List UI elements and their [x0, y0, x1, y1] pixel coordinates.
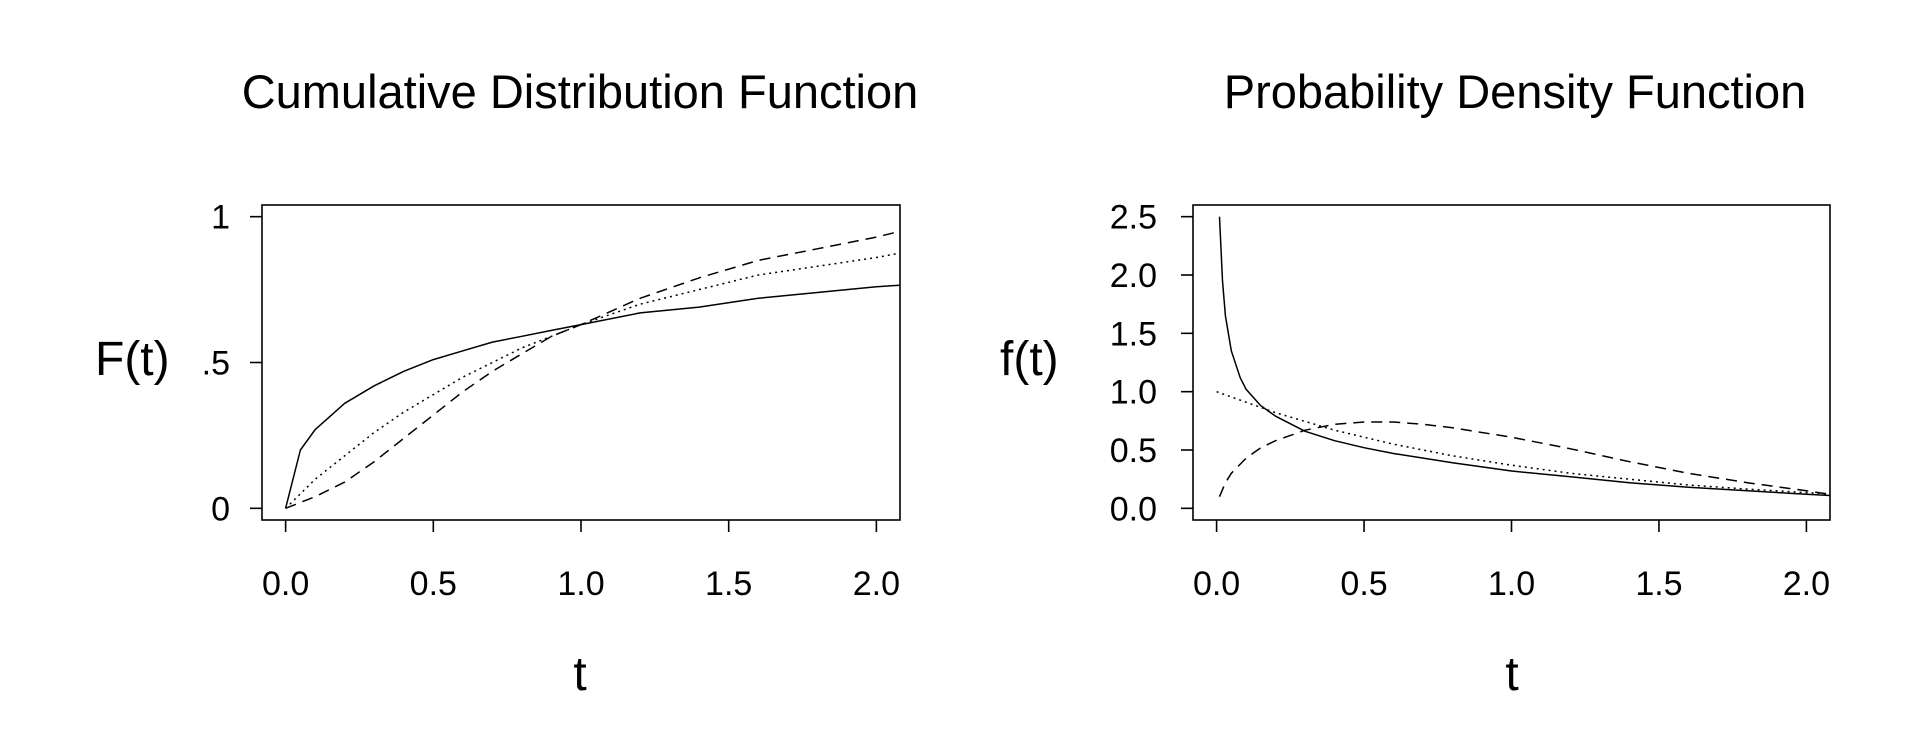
pdf-y-tick-label: 1.0: [1110, 374, 1157, 412]
pdf-x-axis-label: t: [1505, 648, 1518, 701]
cdf-x-axis-label: t: [573, 648, 586, 701]
pdf-x-tick-label: 2.0: [1783, 565, 1830, 603]
cdf-y-tick-label: 0: [211, 490, 230, 528]
cdf-x-tick-label: 1.5: [705, 565, 752, 603]
pdf-series-dashed-line: [1218, 421, 1831, 497]
pdf-x-tick-label: 0.0: [1193, 565, 1240, 603]
cdf-series-dotted-line: [285, 252, 901, 509]
pdf-y-tick-label: 2.5: [1110, 199, 1157, 237]
cdf-series-solid-line: [284, 284, 901, 509]
cdf-y-axis-label: F(t): [95, 333, 170, 386]
cdf-series-dashed-line: [285, 230, 901, 509]
pdf-series-dotted-line: [1216, 390, 1831, 495]
pdf-title: Probability Density Function: [1224, 65, 1807, 118]
cdf-x-tick-label: 0.5: [410, 565, 457, 603]
pdf-y-tick-label: 1.5: [1110, 315, 1157, 353]
cdf-title: Cumulative Distribution Function: [242, 65, 919, 118]
pdf-lines: [1216, 216, 1831, 497]
pdf-x-tick-label: 0.5: [1340, 565, 1387, 603]
cdf-x-tick-label: 1.0: [557, 565, 604, 603]
pdf-y-tick-label: 0.5: [1110, 432, 1157, 470]
pdf-x-tick-label: 1.0: [1488, 565, 1535, 603]
cdf-x-tick-label: 2.0: [853, 565, 900, 603]
pdf-y-axis-label: f(t): [1000, 333, 1059, 386]
pdf-y-tick-label: 0.0: [1110, 490, 1157, 528]
pdf-series-solid-line: [1218, 216, 1831, 497]
cdf-y-tick-label: .5: [202, 345, 230, 383]
pdf-axis-ticks: 0.0 0.5 1.0 1.5 2.0 0.0 0.5 1.0 1.5 2.0 2.5: [1110, 199, 1830, 603]
pdf-plot-frame: [1192, 204, 1831, 521]
cdf-panel: Cumulative Distribution Function F(t) t …: [95, 65, 918, 701]
cdf-y-tick-label: 1: [211, 199, 230, 237]
pdf-panel: Probability Density Function f(t) t 0.0 0…: [1000, 65, 1831, 701]
pdf-y-tick-label: 2.0: [1110, 257, 1157, 295]
cdf-axis-ticks: 0.0 0.5 1.0 1.5 2.00.51: [202, 199, 900, 603]
cdf-x-tick-label: 0.0: [262, 565, 309, 603]
pdf-x-tick-label: 1.5: [1635, 565, 1682, 603]
cdf-lines: [284, 230, 901, 509]
